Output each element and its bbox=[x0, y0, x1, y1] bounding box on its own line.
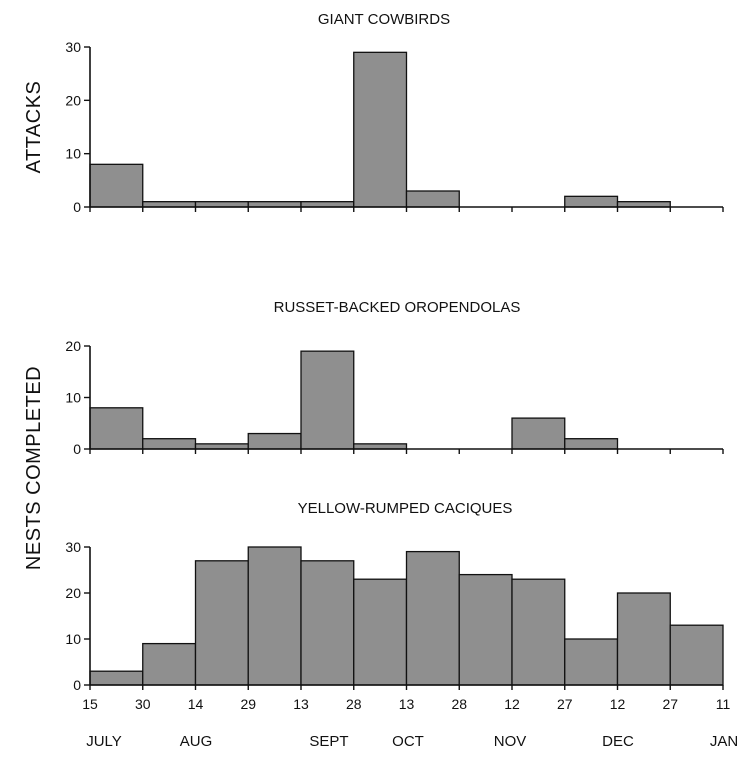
x-month-label-july: JULY bbox=[86, 733, 122, 750]
bar-yellow-rumped-caciques-8 bbox=[511, 578, 566, 686]
bar-yellow-rumped-caciques-1 bbox=[142, 642, 197, 686]
bar-russet-backed-oropendolas-4 bbox=[300, 350, 355, 450]
x-tick-label-0: 15 bbox=[82, 696, 98, 712]
x-month-label-oct: OCT bbox=[392, 733, 424, 750]
bar-yellow-rumped-caciques-4 bbox=[300, 560, 355, 686]
y-tick-label-giant-cowbirds-30: 30 bbox=[65, 39, 81, 55]
x-month-label-jan: JAN bbox=[710, 733, 738, 750]
bar-russet-backed-oropendolas-9 bbox=[564, 438, 619, 450]
panel-yellow-rumped-caciques: 0 10 20 30 bbox=[65, 539, 724, 693]
bar-yellow-rumped-caciques-9 bbox=[564, 638, 619, 686]
bar-giant-cowbirds-0 bbox=[89, 163, 144, 208]
x-month-labels: JULY AUG SEPT OCT NOV DEC JAN bbox=[86, 733, 738, 750]
bar-yellow-rumped-caciques-11 bbox=[669, 624, 724, 686]
x-tick-label-9: 27 bbox=[557, 696, 573, 712]
x-tick-label-11: 27 bbox=[662, 696, 678, 712]
bar-giant-cowbirds-6 bbox=[405, 190, 460, 208]
y-tick-label-giant-cowbirds-10: 10 bbox=[65, 146, 81, 162]
bar-yellow-rumped-caciques-0 bbox=[89, 670, 144, 686]
y-tick-label-russet-backed-oropendolas-10: 10 bbox=[65, 390, 81, 406]
panel-title-yellow-rumped-caciques: YELLOW-RUMPED CACIQUES bbox=[298, 500, 513, 517]
y-tick-label-russet-backed-oropendolas-0: 0 bbox=[73, 441, 81, 457]
bar-yellow-rumped-caciques-5 bbox=[353, 578, 408, 686]
bar-russet-backed-oropendolas-3 bbox=[247, 432, 302, 450]
bar-yellow-rumped-caciques-3 bbox=[247, 546, 302, 686]
bar-russet-backed-oropendolas-8 bbox=[511, 417, 566, 450]
x-month-label-dec: DEC bbox=[602, 733, 634, 750]
y-tick-label-giant-cowbirds-20: 20 bbox=[65, 92, 81, 108]
y-tick-label-yellow-rumped-caciques-0: 0 bbox=[73, 677, 81, 693]
panel-title-giant-cowbirds: GIANT COWBIRDS bbox=[318, 11, 450, 28]
x-month-label-nov: NOV bbox=[494, 733, 527, 750]
bar-yellow-rumped-caciques-2 bbox=[194, 560, 249, 686]
x-tick-label-5: 28 bbox=[346, 696, 362, 712]
panel-russet-backed-oropendolas: 0 10 20 bbox=[65, 338, 724, 457]
x-tick-label-10: 12 bbox=[610, 696, 626, 712]
y-tick-label-yellow-rumped-caciques-30: 30 bbox=[65, 539, 81, 555]
x-month-label-aug: AUG bbox=[180, 733, 213, 750]
panel-title-russet-backed-oropendolas: RUSSET-BACKED OROPENDOLAS bbox=[274, 299, 521, 316]
bar-yellow-rumped-caciques-7 bbox=[458, 573, 513, 686]
y-axis-label-nests-completed: NESTS COMPLETED bbox=[23, 366, 45, 570]
bar-giant-cowbirds-5 bbox=[353, 51, 408, 208]
y-tick-label-yellow-rumped-caciques-10: 10 bbox=[65, 631, 81, 647]
y-tick-label-giant-cowbirds-0: 0 bbox=[73, 199, 81, 215]
x-tick-label-7: 28 bbox=[451, 696, 467, 712]
x-month-label-sept: SEPT bbox=[309, 733, 348, 750]
x-tick-label-1: 30 bbox=[135, 696, 151, 712]
y-tick-label-yellow-rumped-caciques-20: 20 bbox=[65, 585, 81, 601]
panel-giant-cowbirds: 0 10 20 30 bbox=[65, 39, 724, 215]
x-tick-label-6: 13 bbox=[399, 696, 415, 712]
x-tick-labels: 15 30 14 29 13 28 13 28 12 27 12 27 11 bbox=[82, 696, 730, 712]
x-tick-label-2: 14 bbox=[188, 696, 204, 712]
x-tick-label-8: 12 bbox=[504, 696, 520, 712]
bar-yellow-rumped-caciques-6 bbox=[405, 550, 460, 686]
y-axis-label-attacks: ATTACKS bbox=[23, 81, 45, 174]
x-tick-label-4: 13 bbox=[293, 696, 309, 712]
y-tick-label-russet-backed-oropendolas-20: 20 bbox=[65, 338, 81, 354]
x-tick-label-12: 11 bbox=[716, 696, 731, 712]
bar-russet-backed-oropendolas-0 bbox=[89, 407, 144, 450]
bar-giant-cowbirds-9 bbox=[564, 195, 619, 208]
bar-yellow-rumped-caciques-10 bbox=[616, 592, 671, 686]
bar-russet-backed-oropendolas-1 bbox=[142, 438, 197, 450]
x-tick-label-3: 29 bbox=[240, 696, 256, 712]
